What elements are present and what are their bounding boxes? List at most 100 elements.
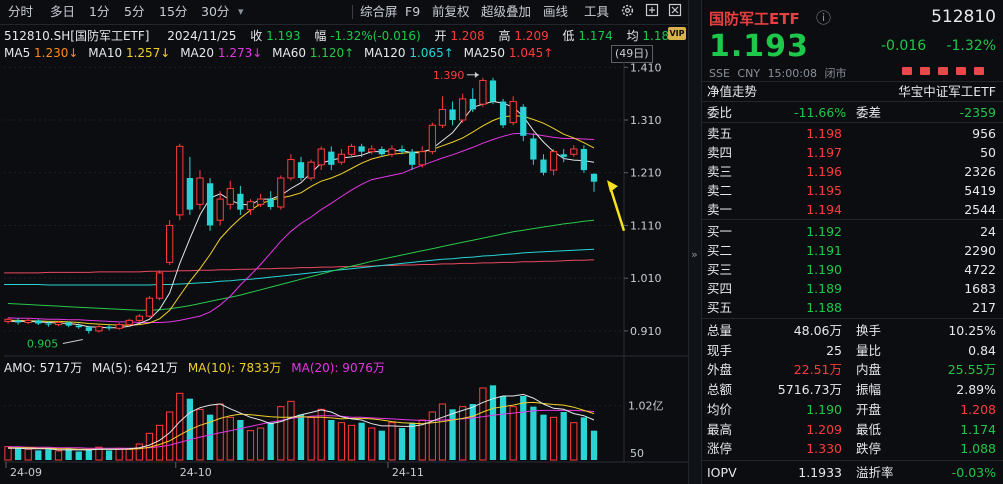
settings-gear-icon[interactable] <box>616 3 639 21</box>
stat-value: 2.89% <box>956 382 996 398</box>
trade-icon[interactable] <box>974 67 984 75</box>
note-icon[interactable] <box>920 67 930 75</box>
stat-label: 现手 <box>707 342 733 358</box>
period-tab-30min[interactable]: 30分 <box>201 4 230 19</box>
stats-row[interactable]: 涨停 1.330 跌停 1.088 <box>702 439 1003 458</box>
candle-body <box>570 148 578 155</box>
expand-icon[interactable] <box>641 3 663 21</box>
candle-body <box>75 325 82 328</box>
chart-toolbar: 分时 多日 1分 5分 15分 30分 ▾ 综合屏 F9 前复权 超级叠加 画线… <box>0 0 688 25</box>
stat-label: 最高 <box>707 421 733 437</box>
period-tab-multiday[interactable]: 多日 <box>50 4 76 19</box>
vip-badge[interactable]: VIP <box>668 27 686 40</box>
candle-body <box>540 159 547 173</box>
bid-row[interactable]: 买二 1.191 2290 <box>702 241 1003 260</box>
candle-body <box>328 151 335 165</box>
super-overlay-button[interactable]: 超级叠加 <box>481 4 532 19</box>
bid-level-label: 买一 <box>707 224 733 239</box>
candle-body <box>186 178 193 210</box>
nav-trend-tab[interactable]: 净值走势 <box>707 84 758 99</box>
stat-label: 内盘 <box>856 362 882 378</box>
share-icon[interactable] <box>938 67 948 75</box>
candle-body <box>4 318 12 322</box>
volume-bar <box>75 451 82 460</box>
price-tick-label: 0.910 <box>630 325 662 338</box>
day-count-badge[interactable]: (49日) <box>611 45 653 63</box>
ask-price: 1.194 <box>806 202 842 217</box>
panel-collapse-strip[interactable]: » <box>688 0 702 484</box>
low-label: 低 <box>562 29 575 43</box>
price-tick-label: 1.110 <box>630 219 662 232</box>
quote-time: 15:00:08 <box>767 67 817 80</box>
candle-body <box>267 199 274 207</box>
volume-bar <box>287 400 295 461</box>
last-price: 1.193 <box>709 29 809 64</box>
stats-row[interactable]: 外盘 22.51万 内盘 25.55万 <box>702 360 1003 379</box>
bid-row[interactable]: 买四 1.189 1683 <box>702 279 1003 298</box>
high-marker-arrowhead <box>474 71 479 78</box>
volume-bar <box>459 406 467 461</box>
stats-row[interactable]: 最高 1.209 最低 1.174 <box>702 420 1003 439</box>
volume-bar <box>35 450 42 460</box>
bid-volume: 217 <box>972 300 996 315</box>
candle-body <box>45 323 52 325</box>
bid-row[interactable]: 买三 1.190 4722 <box>702 260 1003 279</box>
period-tab-1min[interactable]: 1分 <box>89 4 110 19</box>
ask-row[interactable]: 卖一 1.194 2544 <box>702 200 1003 219</box>
favorite-icon[interactable] <box>956 67 966 75</box>
stats-row[interactable]: 均价 1.190 开盘 1.208 <box>702 400 1003 419</box>
stats-row[interactable]: 现手 25 量比 0.84 <box>702 341 1003 360</box>
ask-row[interactable]: 卖五 1.198 956 <box>702 124 1003 143</box>
ask-row[interactable]: 卖二 1.195 5419 <box>702 181 1003 200</box>
stats-row[interactable]: 总量 48.06万 换手 10.25% <box>702 321 1003 340</box>
stats-row[interactable]: 总额 5716.73万 振幅 2.89% <box>702 380 1003 399</box>
candle-body <box>479 79 487 105</box>
alert-icon[interactable] <box>902 67 912 75</box>
tools-button[interactable]: 工具 <box>584 4 610 19</box>
period-more-arrow-icon[interactable]: ▾ <box>238 5 244 18</box>
avg-label: 均 <box>626 29 639 43</box>
ask-row[interactable]: 卖三 1.196 2326 <box>702 162 1003 181</box>
ma250-value: 1.045↑ <box>508 46 554 60</box>
stat-value: 1.190 <box>806 401 842 417</box>
ma120-line <box>8 248 595 286</box>
forward-adjust-button[interactable]: 前复权 <box>432 4 470 19</box>
info-icon[interactable]: ⓘ <box>816 9 832 27</box>
bid-level-label: 买五 <box>707 300 733 315</box>
period-tab-fenshi[interactable]: 分时 <box>8 4 34 19</box>
composite-screen-button[interactable]: 综合屏 <box>360 4 398 19</box>
bid-row[interactable]: 买一 1.192 24 <box>702 222 1003 241</box>
volume-bar <box>570 422 578 461</box>
candle-body <box>378 149 385 155</box>
candle-body <box>85 327 92 331</box>
candle-body <box>196 177 204 205</box>
candle-body <box>509 101 517 124</box>
volume-bar <box>337 422 346 461</box>
premium-label: 溢折率 <box>856 465 894 480</box>
bar-date: 2024/11/25 <box>167 29 237 43</box>
ma60-label: MA60 <box>272 46 306 60</box>
stat-value: 1.174 <box>960 421 996 437</box>
ask-level-label: 卖五 <box>707 126 733 141</box>
high-label: 高 <box>498 29 511 43</box>
kline-chart[interactable]: 1.410 1.310 1.210 1.110 1.010 0.910 1.390 0.90… <box>0 0 688 484</box>
vol-ma5-line <box>8 393 595 451</box>
volume-bar <box>95 446 103 461</box>
volume-bar <box>549 416 558 461</box>
f9-button[interactable]: F9 <box>405 4 421 19</box>
draw-line-button[interactable]: 画线 <box>543 4 569 19</box>
bid-row[interactable]: 买五 1.188 217 <box>702 298 1003 317</box>
period-tab-15min[interactable]: 15分 <box>159 4 188 19</box>
candle-body <box>277 177 285 208</box>
ma120-label: MA120 <box>364 46 406 60</box>
collapse-arrow-icon[interactable]: » <box>691 248 698 261</box>
candle-body <box>54 321 63 326</box>
ask-row[interactable]: 卖四 1.197 50 <box>702 143 1003 162</box>
date-tick-nov: 24-11 <box>392 466 424 479</box>
period-tab-5min[interactable]: 5分 <box>124 4 145 19</box>
bid-price: 1.192 <box>806 224 842 239</box>
volume-bar <box>155 424 164 461</box>
weibi-value: -11.66% <box>794 105 847 120</box>
close-icon[interactable] <box>664 3 686 21</box>
volume-bar <box>469 404 476 460</box>
